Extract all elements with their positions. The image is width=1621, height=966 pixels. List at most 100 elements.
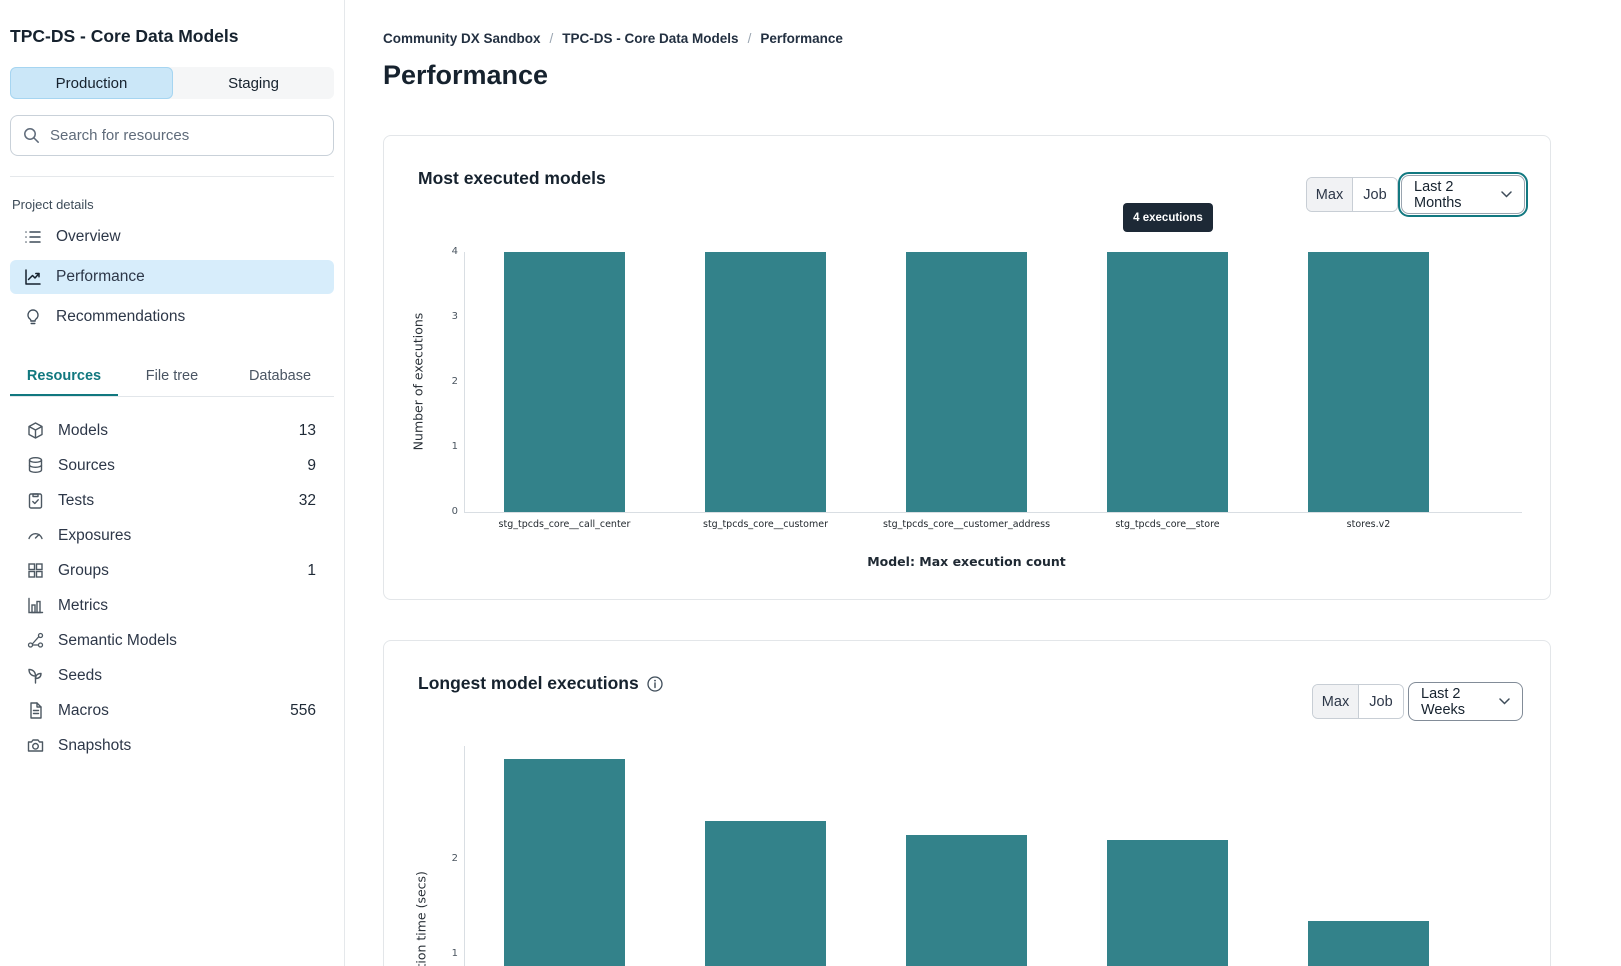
sidebar-item-recommendations[interactable]: Recommendations: [10, 300, 334, 334]
max-button[interactable]: Max: [1313, 685, 1358, 718]
project-title: TPC-DS - Core Data Models: [10, 26, 239, 46]
y-axis-title: Number of executions: [410, 312, 426, 451]
database-icon: [26, 456, 45, 475]
info-icon[interactable]: [647, 675, 663, 692]
bar-chart-icon: [26, 596, 45, 615]
main-content: Community DX Sandbox / TPC-DS - Core Dat…: [346, 0, 1621, 966]
card-title: Most executed models: [418, 168, 606, 188]
resource-label: Tests: [58, 491, 95, 509]
x-axis-title: Model: Max execution count: [867, 554, 1066, 569]
list-icon: [24, 227, 44, 247]
x-category-label: stg_tpcds_core__customer_address: [882, 519, 1051, 530]
bar[interactable]: [705, 252, 826, 512]
seedling-icon: [26, 666, 45, 685]
sidebar-resource-seeds[interactable]: Seeds: [10, 658, 334, 693]
resource-count: 9: [307, 456, 316, 474]
time-range-value: Last 2 Months: [1414, 178, 1462, 211]
tab-resources[interactable]: Resources: [10, 360, 118, 396]
resource-label: Semantic Models: [58, 631, 177, 649]
y-tick-label: 2: [451, 376, 458, 387]
resource-label: Macros: [58, 701, 109, 719]
tab-file-tree[interactable]: File tree: [145, 368, 199, 384]
chevron-down-icon: [1501, 191, 1512, 198]
sidebar-item-label: Recommendations: [56, 308, 186, 325]
resource-label: Sources: [58, 456, 115, 474]
bar[interactable]: [906, 835, 1027, 966]
resource-label: Groups: [58, 561, 109, 579]
job-button[interactable]: Job: [1358, 685, 1403, 718]
y-axis-line: [464, 252, 465, 512]
x-category-label: stg_tpcds_core__customer: [703, 519, 828, 530]
breadcrumb-account[interactable]: Community DX Sandbox: [383, 31, 541, 46]
breadcrumb: Community DX Sandbox / TPC-DS - Core Dat…: [383, 31, 843, 46]
resource-label: Metrics: [58, 596, 108, 614]
resource-list: Models 13 Sources 9 Tests 32 Exposures Groups 1 M…: [10, 413, 334, 763]
gauge-icon: [26, 526, 45, 545]
job-button[interactable]: Job: [1352, 178, 1397, 211]
sidebar-item-overview[interactable]: Overview: [10, 220, 334, 254]
x-category-label: stg_tpcds_core__call_center: [498, 519, 631, 530]
sidebar-item-performance[interactable]: Performance: [10, 260, 334, 294]
cube-icon: [26, 421, 45, 440]
time-range-dropdown[interactable]: Last 2 Weeks: [1408, 682, 1523, 721]
breadcrumb-separator: /: [549, 31, 554, 46]
breadcrumb-project[interactable]: TPC-DS - Core Data Models: [562, 31, 739, 46]
y-tick-label: 0: [451, 506, 458, 517]
resource-label: Seeds: [58, 666, 102, 684]
bar[interactable]: [1107, 252, 1228, 512]
bar[interactable]: [1107, 840, 1228, 966]
y-tick-label: 1: [451, 948, 458, 959]
time-range-dropdown[interactable]: Last 2 Months: [1398, 172, 1528, 217]
sidebar-item-label: Performance: [56, 268, 145, 285]
y-axis-title: Execution time (secs): [413, 871, 429, 966]
sidebar-resource-tests[interactable]: Tests 32: [10, 483, 334, 518]
env-tab-production[interactable]: Production: [10, 67, 173, 99]
aggregate-toggle: Max Job: [1312, 684, 1404, 719]
clipboard-check-icon: [26, 491, 45, 510]
project-details-label: Project details: [12, 197, 94, 212]
sidebar-resource-models[interactable]: Models 13: [10, 413, 334, 448]
y-axis-line: [464, 746, 465, 966]
max-button[interactable]: Max: [1307, 178, 1352, 211]
bar[interactable]: [705, 821, 826, 966]
breadcrumb-separator: /: [747, 31, 752, 46]
resource-count: 556: [290, 701, 316, 719]
resource-search[interactable]: [10, 115, 334, 156]
resource-count: 1: [307, 561, 316, 579]
x-category-label: stg_tpcds_core__store: [1115, 519, 1220, 530]
sidebar-resource-metrics[interactable]: Metrics: [10, 588, 334, 623]
resource-count: 32: [298, 491, 316, 509]
time-range-value: Last 2 Weeks: [1421, 685, 1466, 718]
grid-icon: [26, 561, 45, 580]
sidebar-resource-snapshots[interactable]: Snapshots: [10, 728, 334, 763]
sidebar-resource-semantic-models[interactable]: Semantic Models: [10, 623, 334, 658]
semantic-graph-icon: [26, 631, 45, 650]
resource-count: 13: [298, 421, 316, 439]
bar[interactable]: [504, 759, 625, 966]
bar[interactable]: [504, 252, 625, 512]
environment-toggle: Production Staging: [10, 67, 334, 99]
env-tab-staging[interactable]: Staging: [228, 74, 279, 92]
bar[interactable]: [1308, 920, 1429, 966]
sidebar: TPC-DS - Core Data Models Production Sta…: [0, 0, 345, 966]
bar[interactable]: [906, 252, 1027, 512]
search-input[interactable]: [50, 127, 321, 144]
x-category-label: stores.v2: [1346, 519, 1391, 530]
page-title: Performance: [383, 60, 549, 90]
aggregate-toggle: Max Job: [1306, 177, 1398, 212]
y-tick-label: 2: [451, 853, 458, 864]
sidebar-resource-groups[interactable]: Groups 1: [10, 553, 334, 588]
y-tick-label: 4: [451, 246, 458, 257]
bar[interactable]: [1308, 252, 1429, 512]
tab-database[interactable]: Database: [248, 368, 312, 384]
sidebar-item-label: Overview: [56, 228, 121, 245]
sidebar-resource-sources[interactable]: Sources 9: [10, 448, 334, 483]
sidebar-resource-exposures[interactable]: Exposures: [10, 518, 334, 553]
resource-label: Models: [58, 421, 108, 439]
resource-label: Snapshots: [58, 736, 132, 754]
sidebar-resource-macros[interactable]: Macros 556: [10, 693, 334, 728]
card-title: Longest model executions: [418, 673, 663, 694]
sidebar-divider: [10, 176, 334, 177]
chart-tooltip: 4 executions: [1123, 203, 1213, 232]
y-tick-label: 1: [451, 441, 458, 452]
